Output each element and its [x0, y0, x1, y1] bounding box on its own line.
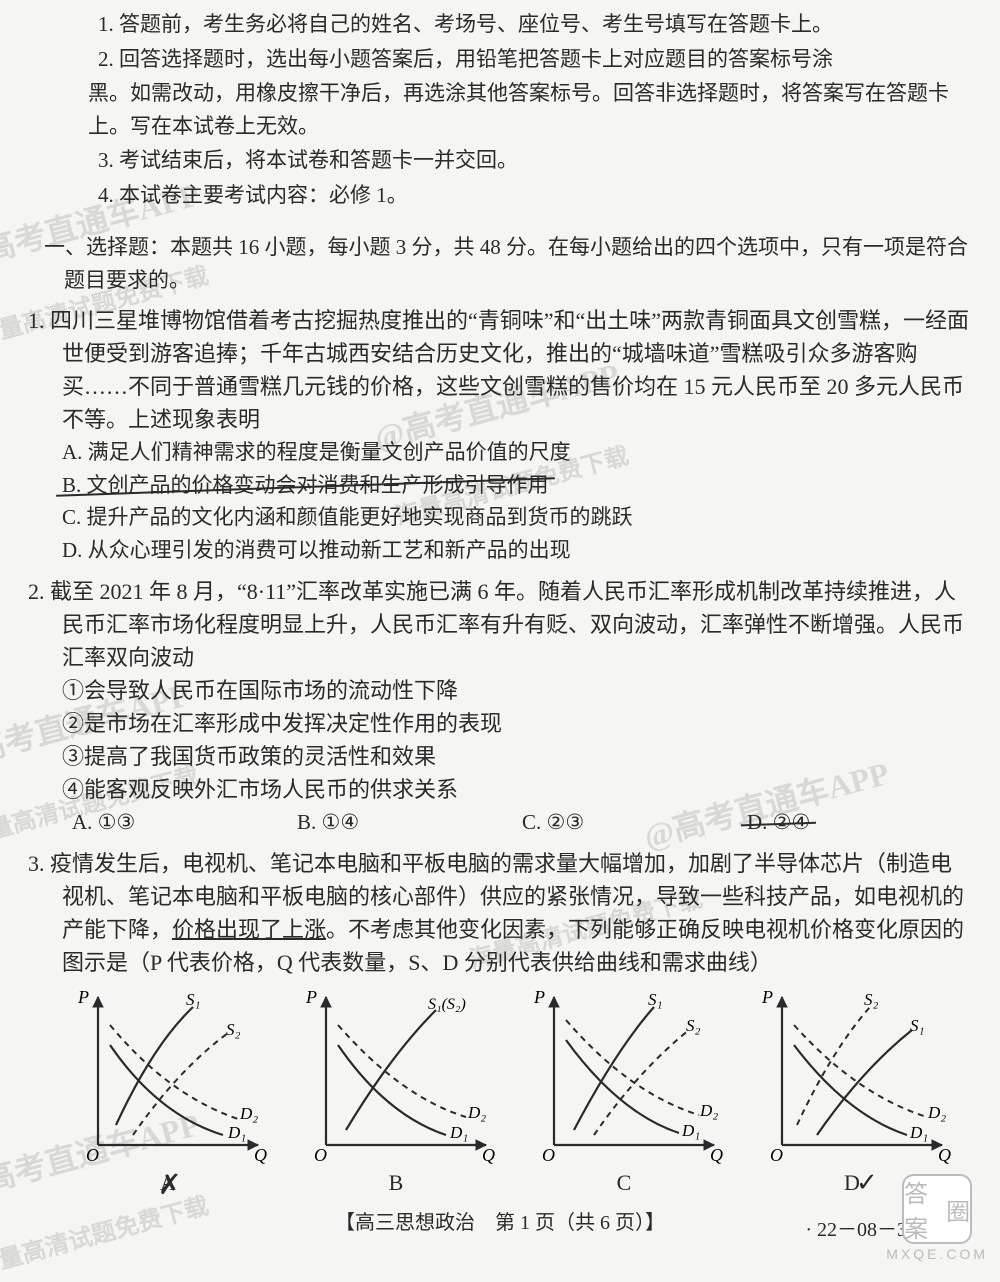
svg-text:D₂: D₂ — [927, 1103, 946, 1122]
svg-text:D₁: D₁ — [227, 1123, 246, 1142]
q2-stmt-3: ③提高了我国货币政策的灵活性和效果 — [28, 740, 972, 773]
svg-text:D₂: D₂ — [699, 1101, 718, 1120]
logo-icon: 答案圈 — [902, 1174, 972, 1244]
q1-option-c: C. 提升产品的文化内涵和颜值能更好地实现商品到货币的跳跃 — [28, 501, 972, 534]
charts-row: P Q O S₁ S₂ D₁ D₂ A P — [28, 985, 972, 1196]
chart-a-label: A — [58, 1170, 278, 1196]
q2-stmt-4: ④能客观反映外汇市场人民币的供求关系 — [28, 773, 972, 806]
question-1-text: 1. 四川三星堆博物馆借着考古挖掘热度推出的“青铜味”和“出土味”两款青铜面具文… — [28, 304, 972, 436]
q1-option-b: B. 文创产品的价格变动会对消费和生产形成引导作用 — [28, 469, 972, 502]
svg-text:O: O — [542, 1145, 555, 1165]
svg-text:S₂: S₂ — [226, 1020, 241, 1039]
svg-text:D₂: D₂ — [467, 1103, 486, 1122]
question-3-text: 3. 疫情发生后，电视机、笔记本电脑和平板电脑的需求量大幅增加，加剧了半导体芯片… — [28, 847, 972, 979]
svg-text:P: P — [761, 987, 773, 1007]
chart-d: P Q O S₂ S₁ D₁ D₂ D — [742, 985, 962, 1196]
svg-text:D₂: D₂ — [239, 1104, 258, 1123]
question-2-text: 2. 截至 2021 年 8 月，“8·11”汇率改革实施已满 6 年。随着人民… — [28, 575, 972, 674]
svg-text:S₁(S₂): S₁(S₂) — [428, 996, 466, 1013]
instruction-4: 4. 本试卷主要考试内容：必修 1。 — [98, 179, 972, 212]
q2-option-d: D. ②④ — [747, 806, 972, 840]
svg-text:S₁: S₁ — [186, 990, 200, 1009]
question-2: 2. 截至 2021 年 8 月，“8·11”汇率改革实施已满 6 年。随着人民… — [28, 575, 972, 840]
instruction-2-cont: 黑。如需改动，用橡皮擦干净后，再选涂其他答案标号。回答非选择题时，将答案写在答题… — [88, 77, 972, 142]
chart-d-svg: P Q O S₂ S₁ D₁ D₂ — [752, 985, 952, 1165]
q2-option-c: C. ②③ — [522, 806, 747, 840]
q2-option-b: B. ①④ — [297, 806, 522, 840]
publisher-logo: 答案圈 MXQE.COM — [886, 1174, 988, 1262]
svg-text:Q: Q — [710, 1145, 723, 1165]
svg-text:S₁: S₁ — [910, 1016, 924, 1035]
svg-text:O: O — [770, 1145, 783, 1165]
svg-text:S₂: S₂ — [686, 1016, 701, 1035]
axis-q: Q — [254, 1145, 267, 1165]
q2-stmt-2: ②是市场在汇率形成中发挥决定性作用的表现 — [28, 707, 972, 740]
section-title: 一、选择题：本题共 16 小题，每小题 3 分，共 48 分。在每小题给出的四个… — [28, 231, 972, 296]
chart-c-label: C — [514, 1170, 734, 1196]
chart-c-svg: P Q O S₁ S₂ D₁ D₂ — [524, 985, 724, 1165]
chart-b-svg: P Q O S₁(S₂) D₁ D₂ — [296, 985, 496, 1165]
q2-stmt-1: ①会导致人民币在国际市场的流动性下降 — [28, 674, 972, 707]
chart-a-svg: P Q O S₁ S₂ D₁ D₂ — [68, 985, 268, 1165]
svg-text:P: P — [533, 987, 545, 1007]
svg-text:Q: Q — [482, 1145, 495, 1165]
chart-c: P Q O S₁ S₂ D₁ D₂ C — [514, 985, 734, 1196]
q1-option-a: A. 满足人们精神需求的程度是衡量文创产品价值的尺度 — [28, 436, 972, 469]
svg-text:D₁: D₁ — [449, 1123, 468, 1142]
origin: O — [86, 1145, 99, 1165]
logo-url: MXQE.COM — [886, 1246, 988, 1262]
svg-text:O: O — [314, 1145, 327, 1165]
svg-text:S₁: S₁ — [648, 990, 662, 1009]
svg-text:S₂: S₂ — [864, 990, 879, 1009]
chart-a: P Q O S₁ S₂ D₁ D₂ A — [58, 985, 278, 1196]
q2-options: A. ①③ B. ①④ C. ②③ D. ②④ — [28, 806, 972, 840]
svg-text:D₁: D₁ — [681, 1121, 700, 1140]
chart-b-label: B — [286, 1170, 506, 1196]
svg-text:P: P — [305, 987, 317, 1007]
axis-p: P — [77, 987, 89, 1007]
q2-option-a: A. ①③ — [72, 806, 297, 840]
instruction-1: 1. 答题前，考生务必将自己的姓名、考场号、座位号、考生号填写在答题卡上。 — [98, 8, 972, 41]
q1-option-d: D. 从众心理引发的消费可以推动新工艺和新产品的出现 — [28, 534, 972, 567]
chart-b: P Q O S₁(S₂) D₁ D₂ B — [286, 985, 506, 1196]
question-1: 1. 四川三星堆博物馆借着考古挖掘热度推出的“青铜味”和“出土味”两款青铜面具文… — [28, 304, 972, 566]
instruction-2: 2. 回答选择题时，选出每小题答案后，用铅笔把答题卡上对应题目的答案标号涂 — [98, 43, 972, 76]
svg-text:D₁: D₁ — [909, 1123, 928, 1142]
instruction-3: 3. 考试结束后，将本试卷和答题卡一并交回。 — [98, 144, 972, 177]
question-3: 3. 疫情发生后，电视机、笔记本电脑和平板电脑的需求量大幅增加，加剧了半导体芯片… — [28, 847, 972, 979]
svg-text:Q: Q — [938, 1145, 951, 1165]
